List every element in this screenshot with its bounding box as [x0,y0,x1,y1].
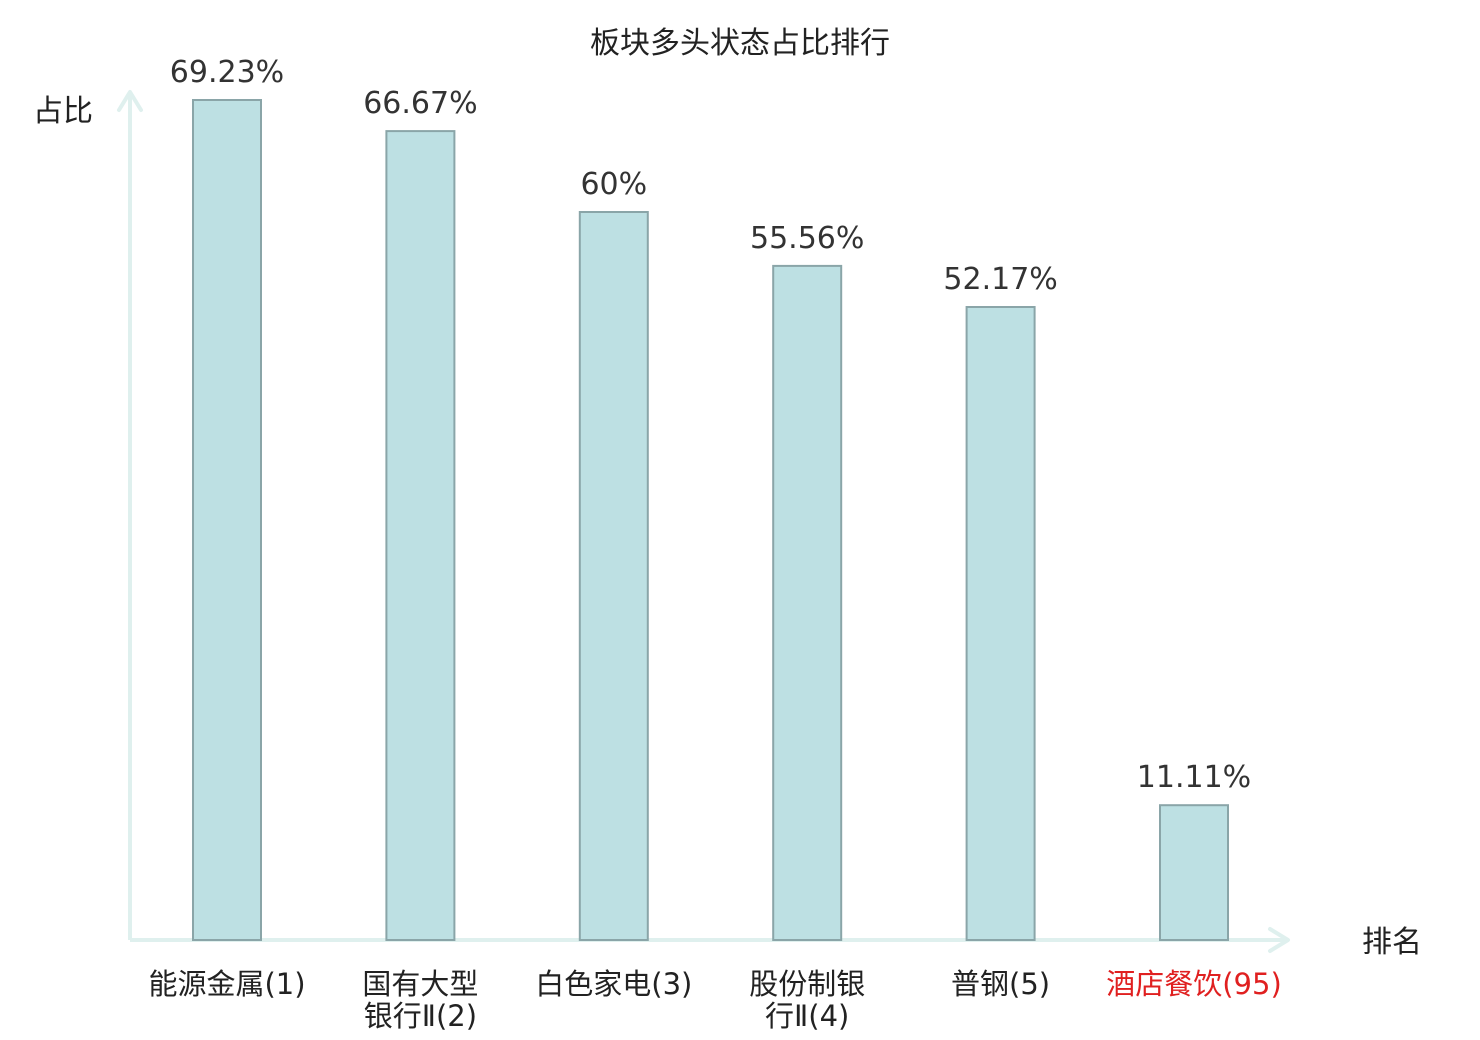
bar-4 [772,264,843,941]
bar-6 [1159,804,1229,942]
value-label-1: 69.23% [170,55,284,90]
category-label-3: 白色家电(3) [535,967,692,1001]
category-label-2-line-2: 银行Ⅱ(2) [364,999,477,1033]
category-label-4-line-1: 股份制银 [749,967,865,1001]
value-label-4: 55.56% [750,221,864,256]
chart-title: 板块多头状态占比排行 [590,26,890,61]
value-label-6: 11.11% [1137,760,1251,795]
x-axis-arrow [1268,927,1290,953]
category-label-5: 普钢(5) [951,967,1050,1001]
bar-3 [578,211,649,941]
category-label-1: 能源金属(1) [148,967,305,1001]
category-label-6: 酒店餐饮(95) [1106,967,1282,1001]
value-label-5: 52.17% [943,262,1057,297]
bar-group [192,99,1229,942]
category-label-4-line-2: 行Ⅱ(4) [765,999,849,1033]
bar-5 [965,306,1036,941]
bar-2 [385,130,456,942]
category-label-2-line-1: 国有大型 [362,967,478,1001]
value-label-3: 60% [580,167,647,202]
y-axis-title: 占比 [33,94,93,129]
value-label-2: 66.67% [363,86,477,121]
x-axis-title: 排名 [1362,925,1422,960]
bar-1 [192,99,262,941]
value-label-group: 69.23% 66.67% 60% 55.56% 52.17% 11.11% [170,55,1251,795]
y-axis-arrow [117,90,143,112]
